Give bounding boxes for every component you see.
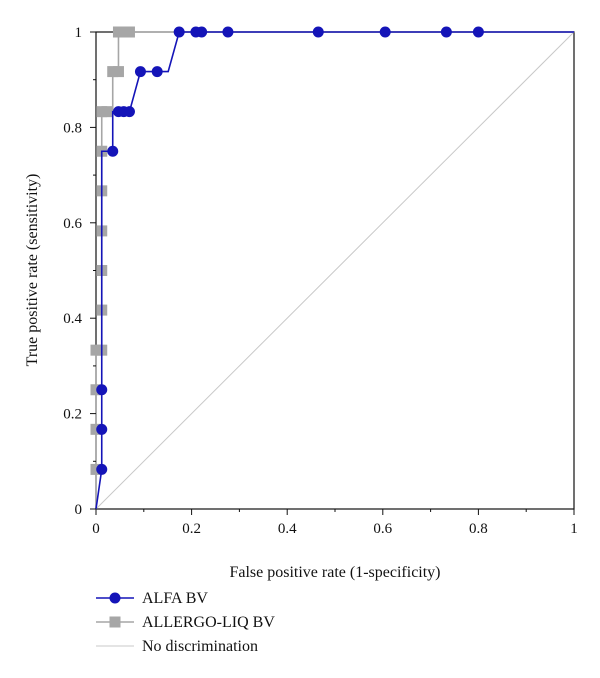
data-point-alfa-bv (196, 26, 208, 38)
data-point-allergo-liq-bv (123, 26, 135, 38)
x-tick-label: 0.6 (373, 521, 392, 537)
series-line-no-discrimination (95, 31, 575, 510)
data-point-alfa-bv (107, 145, 119, 157)
legend-item-alfa-bv: ALFA BV (96, 590, 208, 607)
data-point-alfa-bv (96, 463, 108, 475)
y-axis: 0 0.2 0.4 0.6 0.8 1 (63, 25, 96, 518)
series-no-discrimination (95, 31, 575, 510)
data-point-allergo-liq-bv (90, 344, 102, 356)
series-alfa-bv (95, 26, 574, 510)
data-point-alfa-bv (379, 26, 391, 38)
y-axis-title: True positive rate (sensitivity) (24, 174, 41, 367)
data-point-allergo-liq-bv (90, 423, 102, 435)
data-point-alfa-bv (472, 26, 484, 38)
x-tick-label: 0.4 (278, 521, 297, 537)
x-tick-label: 0.2 (182, 521, 201, 537)
legend-marker (109, 592, 121, 604)
series-allergo-liq-bv (90, 26, 574, 509)
legend-label: ALFA BV (142, 590, 208, 607)
x-tick-label: 0 (92, 521, 100, 537)
y-tick-label: 0.6 (63, 216, 82, 232)
legend-marker (109, 616, 121, 628)
data-point-allergo-liq-bv (112, 66, 124, 78)
data-point-allergo-liq-bv (90, 384, 102, 396)
data-point-alfa-bv (312, 26, 324, 38)
data-point-allergo-liq-bv (118, 26, 130, 38)
plot-area (90, 26, 575, 510)
data-point-allergo-liq-bv (90, 463, 102, 475)
legend-label: No discrimination (142, 638, 258, 655)
x-tick-label: 1 (570, 521, 578, 537)
data-point-alfa-bv (134, 66, 146, 78)
legend: ALFA BV ALLERGO-LIQ BV No discrimination (96, 590, 275, 655)
x-axis-title: False positive rate (1-specificity) (229, 564, 440, 581)
x-tick-label: 0.8 (469, 521, 488, 537)
data-point-alfa-bv (96, 423, 108, 435)
y-tick-label: 0.8 (63, 120, 82, 136)
y-tick-label: 1 (75, 25, 83, 41)
y-tick-label: 0.4 (63, 311, 82, 327)
data-point-allergo-liq-bv (101, 106, 113, 118)
y-tick-label: 0.2 (63, 407, 82, 423)
data-point-alfa-bv (173, 26, 185, 38)
legend-item-allergo-liq-bv: ALLERGO-LIQ BV (96, 614, 275, 631)
data-point-alfa-bv (151, 66, 163, 78)
data-point-alfa-bv (440, 26, 452, 38)
legend-label: ALLERGO-LIQ BV (142, 614, 275, 631)
legend-item-no-discrimination: No discrimination (96, 638, 258, 655)
data-point-alfa-bv (96, 384, 108, 396)
data-point-allergo-liq-bv (107, 66, 119, 78)
x-axis: 0 0.2 0.4 0.6 0.8 1 (92, 509, 578, 537)
data-point-alfa-bv (123, 106, 135, 118)
y-tick-label: 0 (75, 502, 83, 518)
data-point-alfa-bv (222, 26, 234, 38)
